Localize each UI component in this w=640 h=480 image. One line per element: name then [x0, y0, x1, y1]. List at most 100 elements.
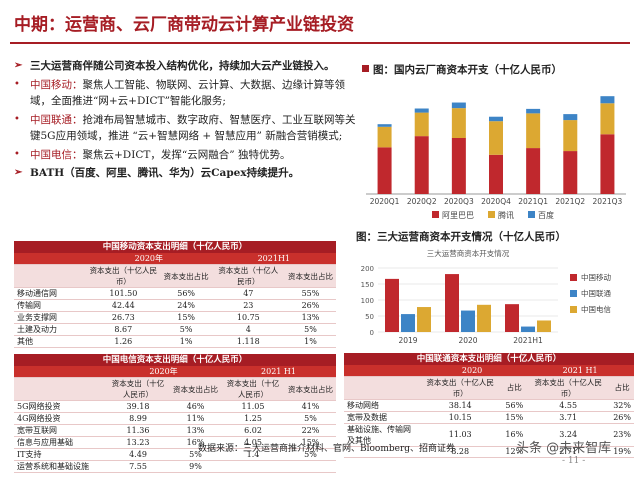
table-period: 2021 H1	[221, 366, 336, 378]
table-row: 宽带互联网 11.36 13% 6.02 22%	[14, 424, 336, 437]
bar-阿里巴巴	[451, 138, 466, 194]
legend-swatch	[432, 211, 439, 218]
x-tick-label: 2019	[398, 336, 417, 345]
table-cell: 8.28	[418, 446, 503, 458]
bar-腾讯	[526, 113, 541, 149]
table-period: 2021H1	[211, 253, 336, 265]
column-header: 资本支出占比	[170, 377, 221, 401]
table-cell: 15%	[285, 436, 336, 449]
bar-腾讯	[414, 112, 429, 137]
column-header: 资本支出（十亿人民币）	[221, 377, 285, 401]
legend-label: 中国电信	[581, 304, 611, 314]
table-cell: 5%	[160, 323, 212, 336]
table-cell: 1.118	[211, 335, 285, 348]
table-cell: 16%	[170, 436, 221, 449]
row-label: 宽带互联网	[14, 424, 106, 437]
table-cell: 26%	[284, 299, 336, 312]
table-period: 2020	[418, 365, 527, 377]
bar-腾讯	[377, 126, 392, 148]
table-row: IT支持 4.49 5% 1.4 5%	[14, 448, 336, 461]
column-header: 占比	[502, 376, 527, 400]
column-header: 资本支出占比	[284, 264, 336, 288]
table-cell: 11.03	[418, 423, 503, 447]
legend-swatch	[528, 211, 535, 218]
table-cell: 13%	[284, 311, 336, 324]
legend-label: 中国移动	[581, 272, 611, 282]
telecom-capex-table: 中国电信资本支出明细（十亿人民币） 2020年 2021 H1 资本支出（十亿人…	[14, 354, 336, 473]
legend-swatch	[488, 211, 495, 218]
y-tick-label: 50	[365, 313, 374, 321]
table-cell: 6.02	[221, 424, 285, 437]
title-rule	[10, 42, 630, 44]
table-row: 移动网络 38.14 56% 4.55 32%	[344, 399, 634, 412]
dot-bullet-icon: •	[14, 148, 20, 160]
table-cell: 5%	[284, 323, 336, 336]
x-tick-label: 2020Q3	[444, 197, 474, 206]
table-period: 2020年	[86, 253, 212, 265]
bar-腾讯	[563, 120, 578, 152]
bar-中国移动	[445, 274, 459, 332]
table-cell: 7.55	[106, 460, 170, 473]
table-cell: 1.4	[221, 448, 285, 461]
table-cell: 5%	[285, 448, 336, 461]
legend-swatch	[570, 290, 577, 297]
table-cell: 56%	[502, 399, 527, 412]
bullet-item: • 中国移动：聚焦人工智能、物联网、云计算、大数据、边缘计算等领域，全面推进“网…	[14, 77, 356, 110]
bar-腾讯	[489, 121, 503, 155]
table-row: 其他 1.26 1% 1.118 1%	[14, 335, 336, 348]
bar-百度	[563, 114, 578, 121]
row-label: 业务支撑网	[14, 311, 86, 324]
bar-百度	[377, 124, 392, 127]
table-cell: 5%	[170, 448, 221, 461]
table-cell: 26.73	[86, 311, 161, 324]
table-cell: 3.24	[526, 423, 611, 447]
row-label: 4G网络投资	[14, 412, 106, 425]
table-cell: 46%	[170, 400, 221, 413]
bullet-item: • 中国电信：聚焦云+DICT，发挥“云网融合” 独特优势。	[14, 147, 356, 164]
table-cell: 42.44	[86, 299, 161, 312]
table-cell: 16%	[502, 423, 527, 447]
row-label: 传输网	[14, 299, 86, 312]
row-label: 土建及动力	[14, 323, 86, 336]
table-cell: 11%	[170, 412, 221, 425]
y-tick-label: 0	[370, 329, 374, 337]
table-cell: 101.50	[86, 287, 161, 300]
table-cell: 23%	[610, 423, 634, 447]
bar-百度	[414, 108, 429, 113]
x-tick-label: 2021Q3	[593, 197, 623, 206]
legend-swatch	[570, 306, 577, 313]
table-cell: 38.14	[418, 399, 503, 412]
x-tick-label: 2021H1	[513, 336, 543, 345]
chart-title: 三大运营商资本开支情况	[427, 248, 510, 258]
bar-阿里巴巴	[377, 147, 392, 194]
legend-label: 阿里巴巴	[442, 211, 474, 220]
row-label: 信息与应用基础	[14, 436, 106, 449]
table-row: 业务支撑网 26.73 15% 10.75 13%	[14, 311, 336, 324]
bullet-item: ➢ 三大运营商伴随公司资本投入结构优化，持续加大云产业链投入。	[14, 58, 356, 75]
row-label: 宽带及数据	[344, 411, 418, 424]
column-header: 资本支出占比	[285, 377, 336, 401]
bullet-text: 聚焦云+DICT，发挥“云网融合” 独特优势。	[82, 148, 291, 161]
table-cell: 13%	[170, 424, 221, 437]
x-tick-label: 2021Q2	[555, 197, 585, 206]
operator-capex-chart: 三大运营商资本开支情况 0 50 100 150 200 2019 2020 2021H1 中国移…	[361, 248, 612, 345]
bullet-text: 聚焦人工智能、物联网、云计算、大数据、边缘计算等领域，全面推进“网+云+DICT…	[30, 78, 345, 108]
table-cell: 4.05	[221, 436, 285, 449]
table-cell: 4	[211, 323, 285, 336]
bullet-prefix: 中国电信：	[30, 148, 83, 161]
y-tick-label: 200	[361, 265, 374, 273]
table-cell	[221, 460, 285, 473]
table-header-row: 资本支出（十亿人民币） 资本支出占比 资本支出（十亿人民币） 资本支出占比	[14, 264, 336, 288]
arrow-bullet-icon: ➢	[14, 60, 23, 71]
mobile-capex-table: 中国移动资本支出明细（十亿人民币） 2020年 2021H1 资本支出（十亿人民…	[14, 241, 336, 348]
table-row: 8.28 12% 2.71 19%	[344, 446, 634, 458]
table-header-row: 资本支出（十亿人民币） 资本支出占比 资本支出（十亿人民币） 资本支出占比	[14, 377, 336, 401]
table-cell	[285, 460, 336, 473]
row-label: 基础设施、传输网及其他	[344, 423, 418, 447]
table-cell: 26%	[610, 411, 634, 424]
table-cell: 10.75	[211, 311, 285, 324]
bar-阿里巴巴	[600, 134, 615, 194]
legend-label: 腾讯	[498, 210, 514, 220]
bar-中国电信	[477, 304, 491, 332]
arrow-bullet-icon: ➢	[14, 167, 23, 178]
